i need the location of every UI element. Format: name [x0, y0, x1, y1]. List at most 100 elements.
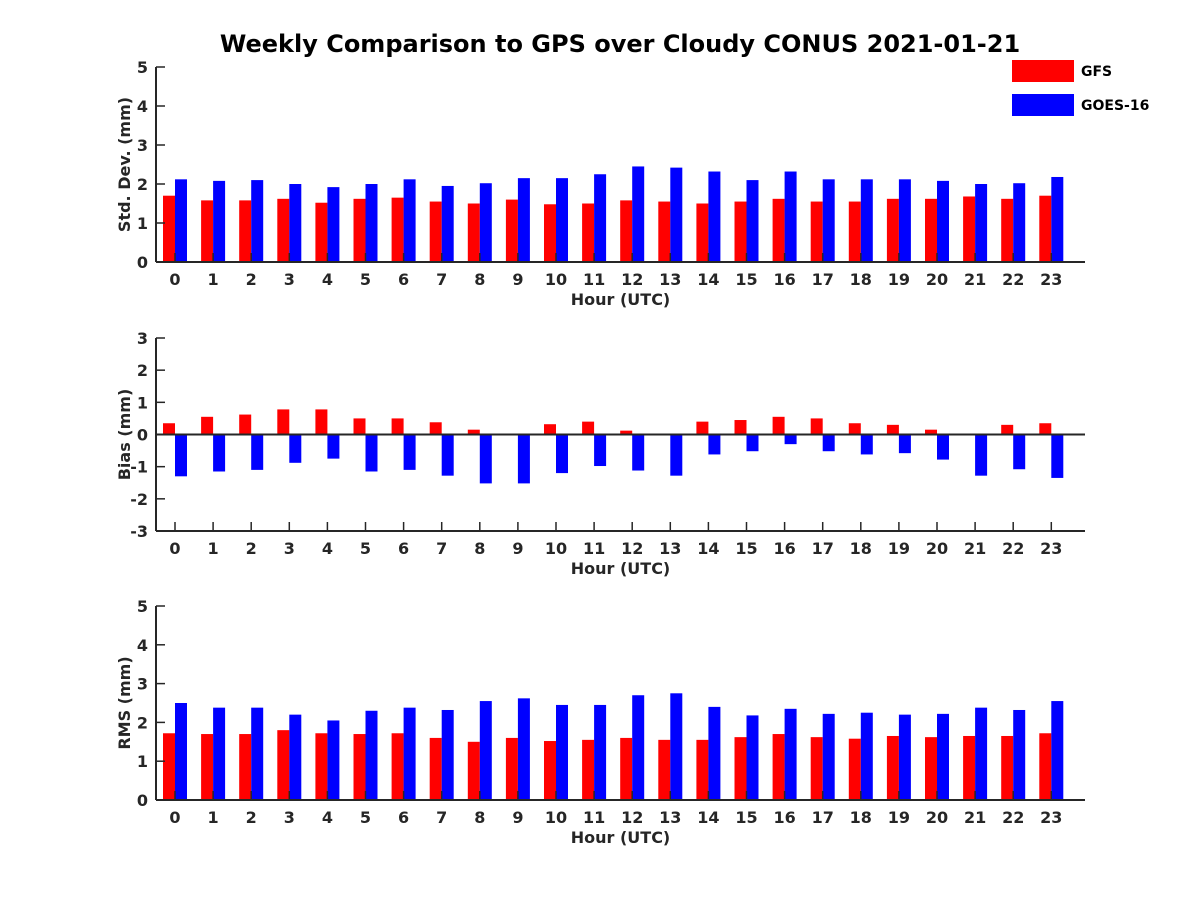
- bar-goes16-panel1-hour-22: [1013, 183, 1026, 262]
- bar-goes16-panel3-hour-5: [365, 710, 378, 800]
- x-tick-label: 13: [659, 808, 681, 827]
- bar-goes16-panel3-hour-19: [898, 714, 911, 800]
- x-tick-label: 20: [926, 539, 948, 558]
- y-axis-label: Bias (mm): [115, 389, 134, 481]
- y-tick-label: 2: [137, 175, 148, 194]
- bar-gfs-panel2-hour-3: [277, 409, 290, 435]
- legend-label-gfs: GFS: [1081, 64, 1113, 80]
- bar-goes16-panel2-hour-13: [670, 434, 683, 476]
- x-tick-label: 13: [659, 539, 681, 558]
- bar-gfs-panel2-hour-14: [696, 421, 709, 435]
- x-tick-label: 3: [284, 539, 295, 558]
- bar-goes16-panel2-hour-6: [403, 434, 416, 470]
- bar-gfs-panel3-hour-9: [505, 737, 518, 800]
- bar-gfs-panel1-hour-1: [201, 200, 214, 262]
- bar-gfs-panel3-hour-16: [772, 734, 785, 800]
- bar-gfs-panel2-hour-10: [544, 424, 556, 435]
- x-tick-label: 2: [246, 808, 257, 827]
- y-tick-label: 3: [137, 136, 148, 155]
- bar-goes16-panel2-hour-4: [327, 434, 340, 459]
- figure-title: Weekly Comparison to GPS over Cloudy CON…: [219, 30, 1021, 58]
- bar-gfs-panel1-hour-9: [505, 199, 518, 262]
- y-axis-label: RMS (mm): [115, 656, 134, 749]
- bar-goes16-panel1-hour-1: [213, 180, 226, 262]
- bar-gfs-panel2-hour-22: [1001, 424, 1014, 435]
- bar-gfs-panel1-hour-22: [1001, 198, 1014, 262]
- x-tick-label: 10: [545, 270, 567, 289]
- bar-gfs-panel1-hour-18: [848, 201, 861, 262]
- bar-goes16-panel1-hour-3: [289, 184, 302, 262]
- bar-gfs-panel3-hour-6: [391, 733, 404, 800]
- legend-label-goes16: GOES-16: [1081, 98, 1150, 114]
- x-tick-label: 6: [398, 270, 409, 289]
- y-tick-label: 4: [137, 97, 148, 116]
- bar-gfs-panel2-hour-12: [620, 430, 633, 435]
- y-tick-label: 1: [137, 214, 148, 233]
- x-tick-label: 16: [773, 539, 795, 558]
- x-tick-label: 8: [474, 808, 485, 827]
- x-tick-label: 4: [322, 808, 333, 827]
- bar-goes16-panel2-hour-21: [975, 434, 988, 476]
- bar-goes16-panel1-hour-20: [937, 180, 949, 262]
- bar-gfs-panel1-hour-19: [886, 198, 899, 262]
- y-tick-label: 0: [137, 426, 148, 445]
- x-tick-label: 1: [208, 270, 219, 289]
- bar-gfs-panel2-hour-0: [163, 423, 175, 435]
- bar-goes16-panel1-hour-12: [632, 166, 645, 262]
- bar-goes16-panel3-hour-4: [327, 720, 340, 800]
- bar-gfs-panel2-hour-19: [886, 424, 899, 435]
- x-tick-label: 10: [545, 808, 567, 827]
- bar-goes16-panel2-hour-7: [441, 434, 454, 476]
- x-tick-label: 15: [735, 808, 757, 827]
- bar-gfs-panel3-hour-10: [544, 741, 556, 800]
- legend-item-gfs: GFS: [1012, 60, 1162, 84]
- bar-goes16-panel2-hour-22: [1013, 434, 1026, 470]
- bar-gfs-panel2-hour-20: [925, 429, 937, 435]
- bar-gfs-panel1-hour-7: [429, 201, 442, 262]
- bar-goes16-panel3-hour-6: [403, 707, 416, 800]
- bar-goes16-panel3-hour-8: [479, 701, 492, 800]
- bar-gfs-panel2-hour-16: [772, 416, 785, 435]
- bar-goes16-panel3-hour-12: [632, 695, 645, 800]
- x-tick-label: 15: [735, 539, 757, 558]
- x-tick-label: 23: [1040, 539, 1062, 558]
- x-tick-label: 12: [621, 539, 643, 558]
- bar-gfs-panel3-hour-21: [963, 735, 976, 800]
- bar-goes16-panel2-hour-19: [898, 434, 911, 454]
- bar-goes16-panel1-hour-10: [556, 178, 568, 262]
- bar-gfs-panel1-hour-17: [810, 201, 823, 262]
- x-tick-label: 11: [583, 270, 605, 289]
- bar-gfs-panel3-hour-13: [658, 739, 671, 800]
- bar-gfs-panel3-hour-7: [429, 737, 442, 800]
- x-tick-label: 8: [474, 539, 485, 558]
- x-tick-label: 18: [850, 539, 872, 558]
- y-tick-label: -1: [130, 458, 148, 477]
- x-tick-label: 10: [545, 539, 567, 558]
- bar-goes16-panel1-hour-2: [251, 180, 264, 262]
- bar-goes16-panel1-hour-7: [441, 185, 454, 262]
- bar-goes16-panel2-hour-12: [632, 434, 645, 471]
- bar-goes16-panel3-hour-13: [670, 693, 683, 800]
- bar-goes16-panel2-hour-8: [479, 434, 492, 484]
- bar-goes16-panel3-hour-22: [1013, 709, 1026, 800]
- bar-goes16-panel1-hour-13: [670, 167, 683, 262]
- bar-goes16-panel3-hour-15: [746, 715, 759, 800]
- x-tick-label: 12: [621, 270, 643, 289]
- bar-gfs-panel1-hour-2: [239, 200, 252, 262]
- x-tick-label: 7: [436, 539, 447, 558]
- x-tick-label: 5: [360, 270, 371, 289]
- bar-goes16-panel2-hour-16: [784, 434, 797, 445]
- bar-gfs-panel3-hour-19: [886, 735, 899, 800]
- bar-goes16-panel1-hour-16: [784, 171, 797, 262]
- bar-goes16-panel1-hour-9: [517, 178, 530, 262]
- bar-gfs-panel3-hour-20: [925, 737, 937, 800]
- bar-gfs-panel3-hour-17: [810, 737, 823, 800]
- x-tick-label: 17: [812, 270, 834, 289]
- bar-gfs-panel1-hour-11: [582, 203, 595, 262]
- bar-goes16-panel2-hour-9: [517, 434, 530, 484]
- bar-gfs-panel2-hour-23: [1039, 423, 1052, 435]
- bar-gfs-panel3-hour-18: [848, 738, 861, 800]
- x-tick-label: 22: [1002, 270, 1024, 289]
- bar-goes16-panel2-hour-2: [251, 434, 264, 470]
- x-tick-label: 22: [1002, 539, 1024, 558]
